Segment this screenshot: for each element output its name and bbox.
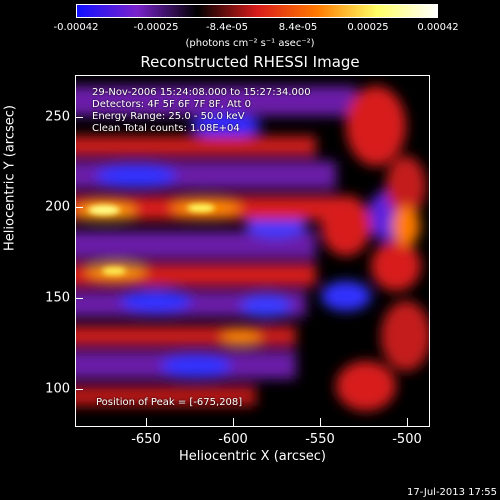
y-tick-label: 100 <box>45 381 70 397</box>
energy-range-label: Energy Range: 25.0 - 50.0 keV <box>92 111 245 122</box>
y-tick-label: 200 <box>45 199 70 215</box>
x-tick-label: -500 <box>392 432 422 447</box>
x-tick-label: -650 <box>131 432 161 447</box>
x-tickmark <box>407 418 408 426</box>
colorbar-tick: 0.00042 <box>417 22 459 33</box>
y-tick-label: 150 <box>45 290 70 306</box>
colorbar-tick: -0.00025 <box>133 22 179 33</box>
x-tick-label: -550 <box>305 432 335 447</box>
y-tickmark <box>75 117 83 118</box>
colorbar-tick: 8.4e-05 <box>278 22 318 33</box>
rhessi-image-plot: 29-Nov-2006 15:24:08.000 to 15:27:34.000… <box>75 75 430 427</box>
x-axis-label: Heliocentric X (arcsec) <box>179 449 326 464</box>
colorbar-tick: -8.4e-05 <box>206 22 248 33</box>
x-tickmark <box>320 418 321 426</box>
colorbar-tick: 0.00025 <box>347 22 389 33</box>
y-tick-label: 250 <box>45 109 70 125</box>
y-tickmark <box>75 389 83 390</box>
time-range-label: 29-Nov-2006 15:24:08.000 to 15:27:34.000 <box>92 87 311 98</box>
colorbar-tick: -0.00042 <box>53 22 99 33</box>
x-tick-label: -600 <box>218 432 248 447</box>
colorbar-unit-label: (photons cm⁻² s⁻¹ asec⁻²) <box>185 38 315 49</box>
x-tickmark <box>146 418 147 426</box>
y-tickmark <box>75 207 83 208</box>
image-title: Reconstructed RHESSI Image <box>140 53 360 71</box>
colorbar <box>76 4 438 18</box>
x-tickmark <box>233 418 234 426</box>
y-axis-label: Heliocentric Y (arcsec) <box>2 105 18 251</box>
rhessi-image <box>76 76 429 426</box>
detectors-label: Detectors: 4F 5F 6F 7F 8F, Att 0 <box>92 99 252 110</box>
clean-counts-label: Clean Total counts: 1.08E+04 <box>92 123 240 134</box>
peak-position-label: Position of Peak = [-675,208] <box>96 397 243 408</box>
timestamp-footer: 17-Jul-2013 17:55 <box>406 487 497 498</box>
y-tickmark <box>75 298 83 299</box>
